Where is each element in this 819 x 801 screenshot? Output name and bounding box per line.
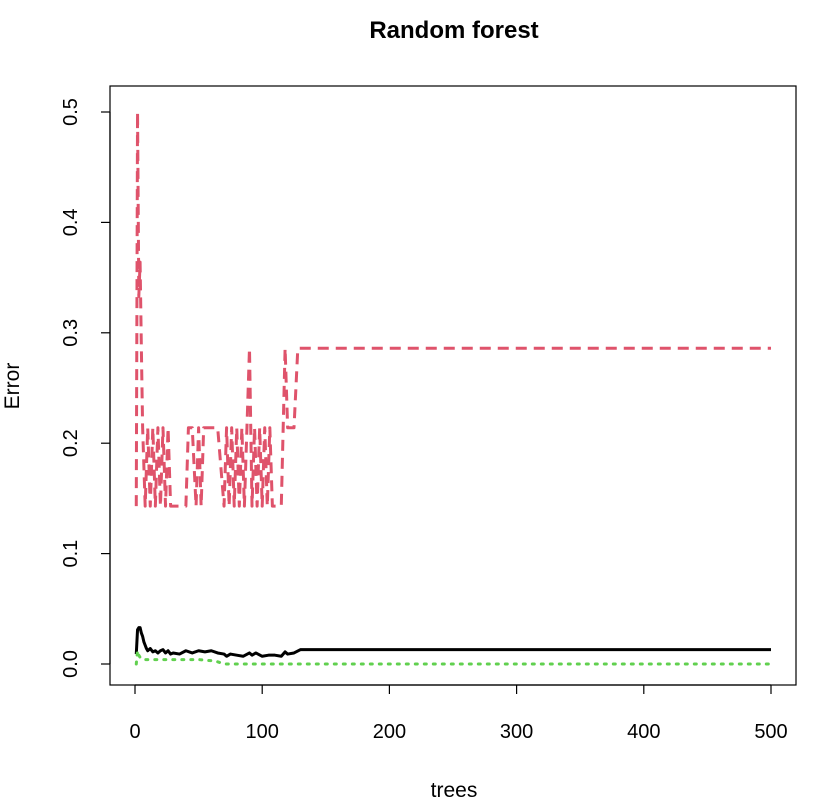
class-1-error-line [134,110,771,508]
y-tick-label: 0.1 [60,540,82,568]
y-tick-label: 0.5 [60,98,82,126]
x-axis: 0 100 200 300 400 500 [129,684,788,743]
y-tick-label: 0.4 [60,208,82,236]
y-tick-label: 0.0 [60,650,82,678]
x-tick-label: 400 [627,721,660,743]
x-tick-label: 500 [754,721,787,743]
x-tick-label: 300 [500,721,533,743]
oob-error-line [134,626,771,658]
plot-frame [109,85,797,686]
x-tick-label: 100 [246,721,279,743]
y-tick-label: 0.3 [60,319,82,347]
class-2-error-line [134,649,773,666]
x-tick-label: 200 [373,721,406,743]
chart-title: Random forest [369,17,538,44]
x-axis-title: trees [431,779,478,801]
x-tick-label: 0 [129,721,140,743]
series-layer [134,110,773,666]
y-tick-label: 0.2 [60,429,82,457]
y-axis: 0.0 0.1 0.2 0.3 0.4 0.5 [60,98,111,678]
y-axis-title: Error [1,363,24,410]
